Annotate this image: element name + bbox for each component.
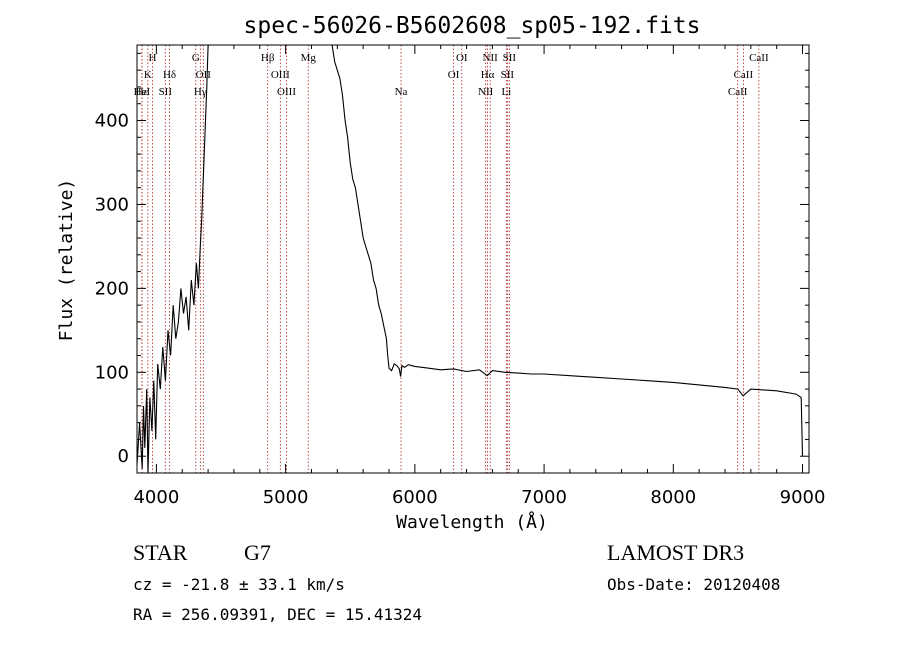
y-tick-label-2: 200 bbox=[95, 278, 129, 299]
marker-label-5: Hδ bbox=[163, 69, 176, 81]
y-axis-label: Flux (relative) bbox=[56, 179, 77, 342]
marker-label-10: OIII bbox=[271, 69, 290, 81]
marker-label-24: CaII bbox=[728, 86, 748, 98]
plot-frame bbox=[136, 44, 810, 474]
marker-label-12: Mg bbox=[301, 52, 317, 64]
x-axis-label: Wavelength (Å) bbox=[396, 511, 548, 533]
marker-label-17: Hα bbox=[481, 69, 495, 81]
x-tick-label-0: 4000 bbox=[133, 487, 179, 508]
marker-label-8: Hγ bbox=[194, 86, 207, 98]
y-tick-label-0: 0 bbox=[118, 446, 129, 467]
x-tick-label-2: 6000 bbox=[392, 487, 438, 508]
y-tick-label-4: 400 bbox=[95, 111, 129, 132]
spectral-subclass: G7 bbox=[244, 540, 271, 565]
marker-label-13: Na bbox=[395, 86, 408, 98]
marker-label-14: OI bbox=[456, 52, 468, 64]
y-axis-ticks: 0 100 200 300 400 bbox=[95, 52, 809, 467]
marker-label-19: SII bbox=[503, 52, 517, 64]
y-tick-label-3: 300 bbox=[95, 194, 129, 215]
x-axis-ticks: 4000 5000 6000 7000 8000 9000 bbox=[133, 45, 825, 508]
marker-label-6: G bbox=[192, 52, 200, 64]
x-tick-label-4: 8000 bbox=[650, 487, 696, 508]
x-tick-label-3: 7000 bbox=[521, 487, 567, 508]
marker-label-9: Hβ bbox=[261, 52, 275, 64]
marker-label-0: H bbox=[149, 52, 157, 64]
obs-date: Obs-Date: 20120408 bbox=[607, 575, 780, 594]
marker-label-16: NII bbox=[483, 52, 499, 64]
marker-label-21: Li bbox=[501, 86, 511, 98]
x-tick-label-5: 9000 bbox=[780, 487, 826, 508]
marker-label-1: K bbox=[144, 69, 152, 81]
y-tick-label-1: 100 bbox=[95, 362, 129, 383]
marker-label-18: NII bbox=[478, 86, 494, 98]
marker-label-11: OIII bbox=[277, 86, 296, 98]
chart-title: spec-56026-B5602608_sp05-192.fits bbox=[244, 13, 701, 39]
coordinates: RA = 256.09391, DEC = 15.41324 bbox=[133, 605, 422, 624]
marker-label-4: SII bbox=[159, 86, 173, 98]
redshift-info: cz = -21.8 ± 33.1 km/s bbox=[133, 575, 345, 594]
marker-label-23: CaII bbox=[734, 69, 754, 81]
marker-label-15: OI bbox=[448, 69, 460, 81]
survey-name: LAMOST DR3 bbox=[607, 540, 744, 565]
object-class: STAR bbox=[133, 540, 188, 565]
marker-label-7: OII bbox=[196, 69, 212, 81]
x-tick-label-1: 5000 bbox=[263, 487, 309, 508]
flux-series-line bbox=[136, 44, 804, 474]
marker-label-22: CaII bbox=[749, 52, 769, 64]
marker-label-3: HeI bbox=[134, 86, 151, 98]
marker-label-20: SII bbox=[501, 69, 515, 81]
